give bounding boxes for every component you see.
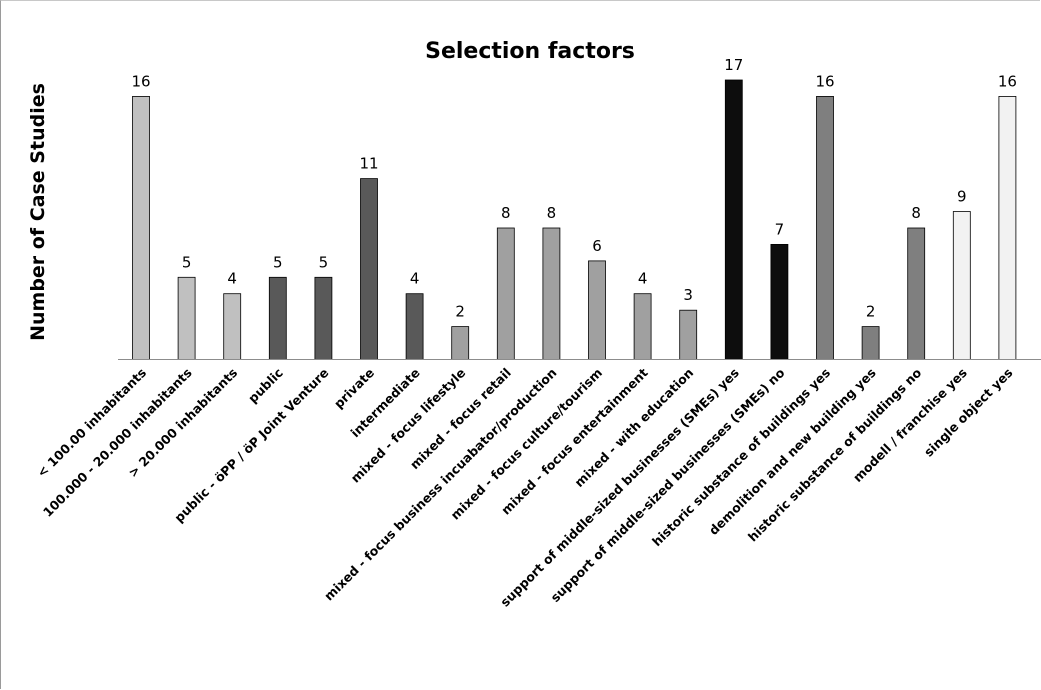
y-axis-label: Number of Case Studies	[27, 83, 49, 341]
value-label: 4	[638, 270, 648, 288]
bar	[588, 260, 606, 360]
bar	[451, 326, 470, 360]
bar	[132, 96, 150, 360]
bar	[177, 276, 196, 360]
x-tick-label: historic substance of buildings no	[745, 365, 925, 545]
value-labels-group: 16 5 4 5 5 11 4 2 8 8 6 4 3 17 7 16 2 8 9 16	[131, 56, 1016, 321]
value-label: 7	[775, 220, 785, 238]
bar	[360, 178, 378, 360]
value-label: 9	[957, 188, 967, 206]
bar	[633, 293, 652, 360]
value-label: 5	[319, 253, 329, 271]
value-label: 8	[547, 204, 557, 222]
x-tick-label: private	[331, 365, 377, 411]
value-label: 16	[131, 72, 150, 90]
bar	[496, 227, 515, 360]
bar	[542, 227, 561, 360]
chart-title: Selection factors	[425, 39, 635, 64]
value-label: 11	[359, 155, 378, 173]
value-label: 8	[501, 204, 511, 222]
value-label: 6	[592, 237, 602, 255]
bar	[861, 326, 880, 360]
value-label: 4	[227, 270, 237, 288]
bar	[314, 276, 333, 360]
bar	[405, 293, 424, 360]
value-label: 4	[410, 270, 420, 288]
bar	[998, 96, 1017, 360]
bar	[770, 243, 789, 360]
value-label: 2	[455, 303, 465, 321]
bar	[223, 293, 242, 360]
bar	[268, 276, 287, 360]
x-tick-label: demolition and new building yes	[706, 365, 879, 538]
value-label: 16	[998, 72, 1017, 90]
x-tick-label: public	[245, 365, 286, 406]
value-label: 8	[911, 204, 921, 222]
bar	[952, 211, 971, 360]
bar	[679, 309, 698, 360]
x-tick-label: single object yes	[921, 365, 1016, 460]
value-label: 5	[182, 253, 192, 271]
value-label: 5	[273, 253, 283, 271]
value-label: 16	[815, 72, 834, 90]
bar	[724, 79, 743, 360]
bars-group	[132, 79, 1017, 360]
bar	[816, 96, 834, 360]
bar	[907, 227, 926, 360]
value-label: 17	[724, 56, 743, 74]
value-label: 3	[683, 286, 693, 304]
value-label: 2	[866, 303, 876, 321]
